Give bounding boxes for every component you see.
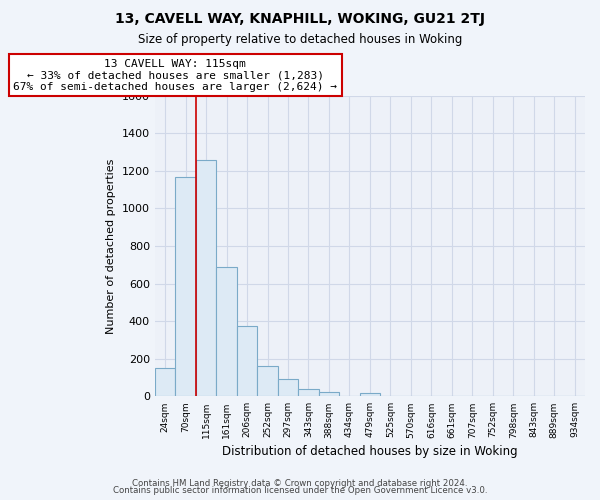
Bar [196,160,217,396]
Bar [298,389,319,396]
Text: Size of property relative to detached houses in Woking: Size of property relative to detached ho… [138,32,462,46]
Text: 13, CAVELL WAY, KNAPHILL, WOKING, GU21 2TJ: 13, CAVELL WAY, KNAPHILL, WOKING, GU21 2… [115,12,485,26]
Bar [155,368,175,396]
X-axis label: Distribution of detached houses by size in Woking: Distribution of detached houses by size … [222,444,518,458]
Y-axis label: Number of detached properties: Number of detached properties [106,158,116,334]
Bar [278,380,298,396]
Bar [359,394,380,396]
Text: Contains HM Land Registry data © Crown copyright and database right 2024.: Contains HM Land Registry data © Crown c… [132,478,468,488]
Text: Contains public sector information licensed under the Open Government Licence v3: Contains public sector information licen… [113,486,487,495]
Bar [175,178,196,396]
Bar [257,366,278,396]
Bar [237,326,257,396]
Text: 13 CAVELL WAY: 115sqm
← 33% of detached houses are smaller (1,283)
67% of semi-d: 13 CAVELL WAY: 115sqm ← 33% of detached … [13,58,337,92]
Bar [217,266,237,396]
Bar [319,392,339,396]
